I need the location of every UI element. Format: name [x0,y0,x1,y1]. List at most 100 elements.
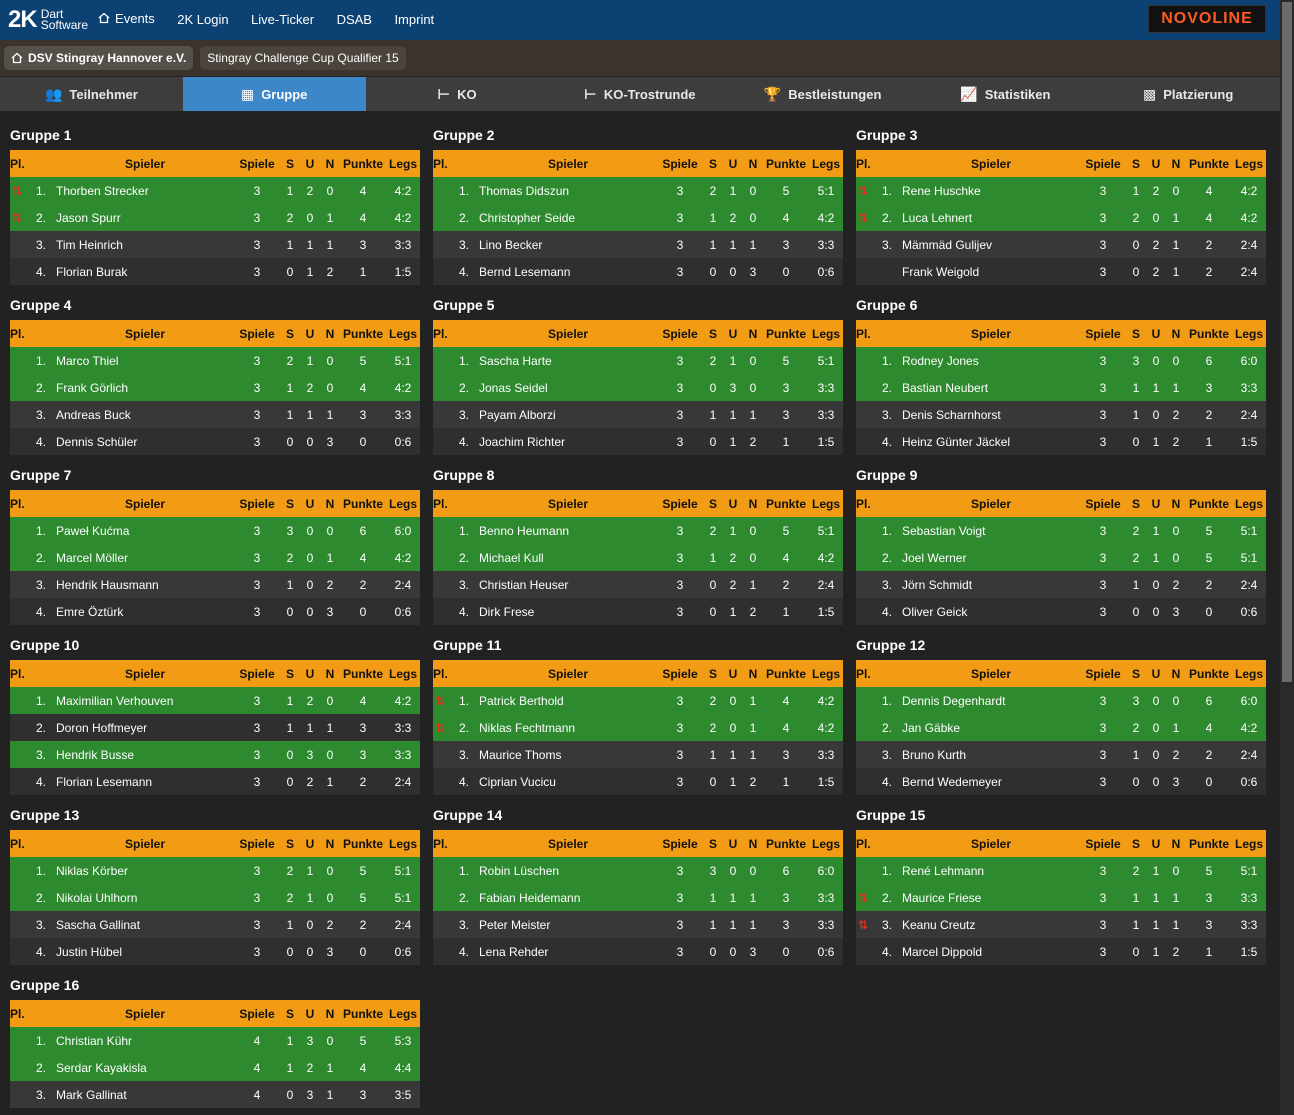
table-row[interactable]: 1. Sascha Harte 3 2 1 0 5 5:1 [433,347,843,374]
header-punkte[interactable]: Punkte [1186,660,1232,687]
header-n[interactable]: N [743,150,763,177]
header-u[interactable]: U [723,490,743,517]
table-row[interactable]: 3. Andreas Buck 3 1 1 1 3 3:3 [10,401,420,428]
header-s[interactable]: S [703,660,723,687]
player-name[interactable]: Jason Spurr [56,204,234,231]
header-pl[interactable]: Pl. [433,490,479,517]
header-u[interactable]: U [723,320,743,347]
player-name[interactable]: Ciprian Vucicu [479,768,657,795]
table-row[interactable]: 2. Joel Werner 3 2 1 0 5 5:1 [856,544,1266,571]
header-u[interactable]: U [1146,320,1166,347]
header-u[interactable]: U [300,660,320,687]
header-spiele[interactable]: Spiele [234,320,280,347]
table-row[interactable]: 1. Thomas Didszun 3 2 1 0 5 5:1 [433,177,843,204]
tab-gruppe[interactable]: ▦ Gruppe [182,77,366,111]
player-name[interactable]: Benno Heumann [479,517,657,544]
logo[interactable]: 2K Dart Software [8,8,88,32]
header-pl[interactable]: Pl. [856,490,902,517]
breadcrumb-event[interactable]: Stingray Challenge Cup Qualifier 15 [200,46,406,70]
header-n[interactable]: N [743,320,763,347]
table-row[interactable]: 4. Heinz Günter Jäckel 3 0 1 2 1 1:5 [856,428,1266,455]
table-row[interactable]: ⇅ 3. Keanu Creutz 3 1 1 1 3 3:3 [856,911,1266,938]
header-punkte[interactable]: Punkte [1186,490,1232,517]
header-spieler[interactable]: Spieler [479,320,657,347]
table-row[interactable]: 1. Robin Lüschen 3 3 0 0 6 6:0 [433,857,843,884]
table-row[interactable]: 2. Serdar Kayakisla 4 1 2 1 4 4:4 [10,1054,420,1081]
player-name[interactable]: Frank Görlich [56,374,234,401]
table-row[interactable]: 3. Payam Alborzi 3 1 1 1 3 3:3 [433,401,843,428]
table-row[interactable]: ⇅ 2. Niklas Fechtmann 3 2 0 1 4 4:2 [433,714,843,741]
header-pl[interactable]: Pl. [856,660,902,687]
header-legs[interactable]: Legs [809,320,843,347]
player-name[interactable]: Dennis Degenhardt [902,687,1080,714]
table-row[interactable]: 1. Marco Thiel 3 2 1 0 5 5:1 [10,347,420,374]
player-name[interactable]: Peter Meister [479,911,657,938]
player-name[interactable]: Jonas Seidel [479,374,657,401]
table-row[interactable]: 1. Rodney Jones 3 3 0 0 6 6:0 [856,347,1266,374]
table-row[interactable]: 4. Bernd Lesemann 3 0 0 3 0 0:6 [433,258,843,285]
table-row[interactable]: 3. Hendrik Hausmann 3 1 0 2 2 2:4 [10,571,420,598]
header-spieler[interactable]: Spieler [902,320,1080,347]
header-legs[interactable]: Legs [809,660,843,687]
header-punkte[interactable]: Punkte [340,1000,386,1027]
header-spiele[interactable]: Spiele [1080,830,1126,857]
header-n[interactable]: N [1166,490,1186,517]
table-row[interactable]: 4. Marcel Dippold 3 0 1 2 1 1:5 [856,938,1266,965]
header-pl[interactable]: Pl. [433,830,479,857]
header-punkte[interactable]: Punkte [340,320,386,347]
table-row[interactable]: 2. Michael Kull 3 1 2 0 4 4:2 [433,544,843,571]
header-spiele[interactable]: Spiele [657,830,703,857]
table-row[interactable]: 1. Sebastian Voigt 3 2 1 0 5 5:1 [856,517,1266,544]
player-name[interactable]: Lena Rehder [479,938,657,965]
header-pl[interactable]: Pl. [10,320,56,347]
header-n[interactable]: N [320,320,340,347]
header-s[interactable]: S [280,1000,300,1027]
header-spiele[interactable]: Spiele [657,490,703,517]
header-spiele[interactable]: Spiele [1080,660,1126,687]
table-row[interactable]: 3. Maurice Thoms 3 1 1 1 3 3:3 [433,741,843,768]
header-spieler[interactable]: Spieler [479,150,657,177]
table-row[interactable]: 3. Mämmäd Gulijev 3 0 2 1 2 2:4 [856,231,1266,258]
table-row[interactable]: 2. Fabian Heidemann 3 1 1 1 3 3:3 [433,884,843,911]
header-s[interactable]: S [1126,150,1146,177]
player-name[interactable]: Florian Lesemann [56,768,234,795]
player-name[interactable]: Dennis Schüler [56,428,234,455]
table-row[interactable]: 2. Doron Hoffmeyer 3 1 1 1 3 3:3 [10,714,420,741]
header-punkte[interactable]: Punkte [1186,830,1232,857]
header-punkte[interactable]: Punkte [1186,150,1232,177]
header-s[interactable]: S [280,660,300,687]
header-pl[interactable]: Pl. [433,150,479,177]
header-u[interactable]: U [300,490,320,517]
table-row[interactable]: 4. Emre Öztürk 3 0 0 3 0 0:6 [10,598,420,625]
header-s[interactable]: S [703,320,723,347]
table-row[interactable]: 3. Jörn Schmidt 3 1 0 2 2 2:4 [856,571,1266,598]
header-spieler[interactable]: Spieler [902,830,1080,857]
header-spieler[interactable]: Spieler [902,660,1080,687]
table-row[interactable]: 4. Dennis Schüler 3 0 0 3 0 0:6 [10,428,420,455]
player-name[interactable]: Nikolai Uhlhorn [56,884,234,911]
table-row[interactable]: 4. Joachim Richter 3 0 1 2 1 1:5 [433,428,843,455]
breadcrumb-club[interactable]: DSV Stingray Hannover e.V. [4,46,194,70]
player-name[interactable]: Robin Lüschen [479,857,657,884]
header-pl[interactable]: Pl. [10,490,56,517]
header-spieler[interactable]: Spieler [902,150,1080,177]
player-name[interactable]: Andreas Buck [56,401,234,428]
header-u[interactable]: U [723,830,743,857]
header-punkte[interactable]: Punkte [340,660,386,687]
player-name[interactable]: Bernd Wedemeyer [902,768,1080,795]
player-name[interactable]: Bruno Kurth [902,741,1080,768]
nav-imprint[interactable]: Imprint [394,12,435,28]
header-legs[interactable]: Legs [809,150,843,177]
header-punkte[interactable]: Punkte [340,150,386,177]
table-row[interactable]: 4. Dirk Frese 3 0 1 2 1 1:5 [433,598,843,625]
table-row[interactable]: ⇅ 2. Maurice Friese 3 1 1 1 3 3:3 [856,884,1266,911]
header-legs[interactable]: Legs [1232,830,1266,857]
table-row[interactable]: 3. Bruno Kurth 3 1 0 2 2 2:4 [856,741,1266,768]
header-s[interactable]: S [280,490,300,517]
player-name[interactable]: Sebastian Voigt [902,517,1080,544]
player-name[interactable]: René Lehmann [902,857,1080,884]
header-spieler[interactable]: Spieler [56,660,234,687]
header-n[interactable]: N [320,490,340,517]
header-legs[interactable]: Legs [809,830,843,857]
table-row[interactable]: 1. Dennis Degenhardt 3 3 0 0 6 6:0 [856,687,1266,714]
